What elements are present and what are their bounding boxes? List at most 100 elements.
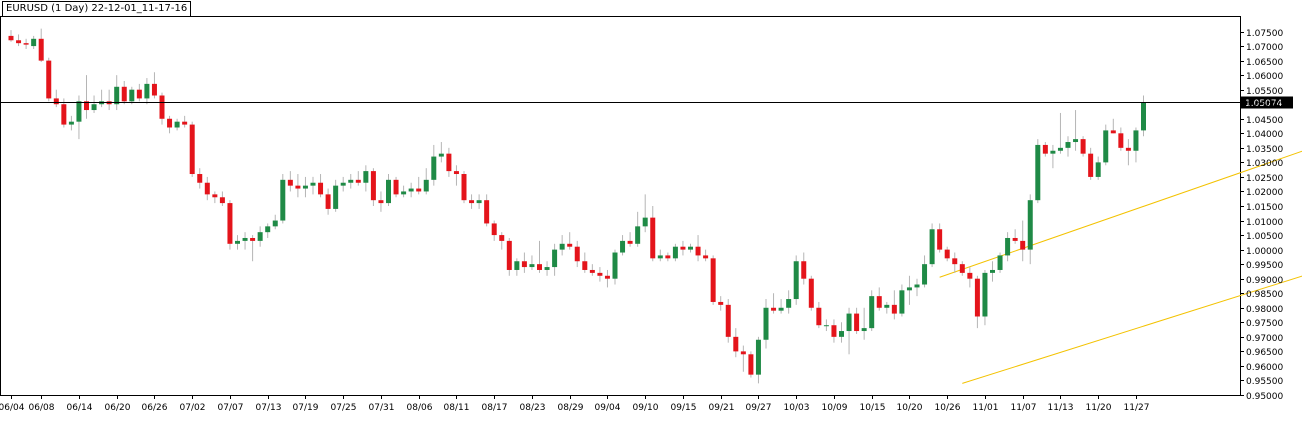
candle-body bbox=[302, 185, 308, 189]
candle-body bbox=[295, 185, 301, 189]
bull-candle bbox=[401, 185, 407, 198]
y-tick-label: 1.01500 bbox=[1246, 203, 1283, 213]
candle-body bbox=[959, 264, 965, 273]
candle-body bbox=[84, 101, 89, 111]
bull-candle bbox=[272, 214, 278, 230]
candle-body bbox=[816, 307, 822, 326]
bull-candle bbox=[1073, 110, 1079, 151]
x-tick-label: 08/06 bbox=[407, 403, 433, 413]
bear-candle bbox=[484, 194, 490, 227]
bear-candle bbox=[38, 28, 44, 63]
bear-candle bbox=[151, 72, 157, 99]
x-tick-label: 11/01 bbox=[973, 403, 999, 413]
bear-candle bbox=[952, 252, 958, 273]
bull-candle bbox=[114, 75, 120, 111]
bear-candle bbox=[1020, 220, 1026, 262]
bull-candle bbox=[333, 179, 339, 212]
x-tick-label: 07/02 bbox=[180, 403, 206, 413]
candle-body bbox=[53, 98, 59, 105]
candle-body bbox=[272, 220, 278, 227]
candle-body bbox=[537, 264, 542, 270]
bull-candle bbox=[635, 211, 641, 247]
bear-candle bbox=[393, 176, 399, 198]
y-tick-label: 1.02500 bbox=[1246, 174, 1283, 184]
candle-body bbox=[642, 217, 648, 227]
bull-candle bbox=[129, 86, 135, 105]
candle-body bbox=[68, 121, 74, 125]
bear-candle bbox=[204, 176, 210, 201]
bull-candle bbox=[861, 307, 867, 340]
bear-candle bbox=[446, 147, 452, 177]
bull-candle bbox=[174, 118, 180, 131]
candle-body bbox=[808, 278, 814, 308]
candle-body bbox=[982, 272, 988, 317]
bear-candle bbox=[416, 176, 422, 195]
candle-body bbox=[1012, 237, 1018, 241]
bull-candle bbox=[906, 275, 912, 305]
y-tick-label: 1.05000 bbox=[1246, 101, 1283, 111]
candle-body bbox=[929, 229, 935, 265]
x-tick-label: 09/21 bbox=[709, 403, 735, 413]
candle-body bbox=[922, 264, 928, 285]
bull-candle bbox=[423, 168, 429, 195]
candle-body bbox=[1118, 133, 1124, 148]
bull-candle bbox=[438, 142, 444, 163]
candle-body bbox=[869, 296, 875, 329]
y-tick-label: 0.97000 bbox=[1246, 334, 1283, 344]
candle-body bbox=[718, 301, 724, 305]
candle-body bbox=[1057, 147, 1063, 151]
bear-candle bbox=[740, 345, 746, 372]
bear-candle bbox=[53, 89, 59, 108]
candle-body bbox=[589, 269, 595, 273]
bear-candle bbox=[703, 249, 709, 262]
bull-candle bbox=[778, 299, 784, 314]
bear-candle bbox=[944, 246, 950, 262]
bull-candle bbox=[348, 174, 354, 189]
bear-candle bbox=[1125, 139, 1131, 166]
candle-body bbox=[219, 197, 225, 204]
bull-candle bbox=[144, 78, 150, 105]
candle-body bbox=[1042, 144, 1048, 154]
candle-body bbox=[280, 179, 286, 221]
bear-candle bbox=[355, 171, 361, 186]
candle-body bbox=[597, 272, 603, 276]
candle-body bbox=[740, 351, 746, 355]
y-tick-label: 0.99000 bbox=[1246, 276, 1283, 286]
candle-body bbox=[725, 304, 731, 337]
candle-body bbox=[710, 258, 716, 302]
bear-candle bbox=[182, 115, 188, 128]
bull-candle bbox=[884, 301, 890, 314]
x-tick-label: 10/03 bbox=[784, 403, 810, 413]
price-channel bbox=[939, 150, 1302, 384]
bull-candle bbox=[552, 243, 558, 276]
candle-body bbox=[1088, 153, 1094, 177]
candle-body bbox=[612, 252, 618, 279]
bear-candle bbox=[604, 269, 610, 288]
candle-body bbox=[76, 101, 82, 122]
candle-body bbox=[627, 240, 633, 244]
candle-body bbox=[499, 235, 505, 241]
bull-candle bbox=[869, 290, 875, 332]
bear-candle bbox=[967, 267, 973, 288]
candle-body bbox=[763, 307, 769, 340]
current-price-badge bbox=[1241, 96, 1293, 109]
candle-body bbox=[431, 156, 437, 180]
bear-candle bbox=[1118, 127, 1124, 151]
bull-candle bbox=[914, 278, 920, 297]
x-tick-label: 09/10 bbox=[633, 403, 659, 413]
candle-body bbox=[1050, 150, 1056, 154]
bull-candle bbox=[620, 235, 626, 256]
candle-body bbox=[680, 246, 686, 250]
bear-candle bbox=[748, 351, 754, 378]
y-tick-label: 0.95500 bbox=[1246, 377, 1283, 387]
y-tick-label: 1.03500 bbox=[1246, 145, 1283, 155]
bull-candle bbox=[929, 223, 935, 268]
bear-candle bbox=[959, 261, 965, 276]
candle-body bbox=[174, 121, 180, 128]
bear-candle bbox=[189, 121, 195, 177]
bull-candle bbox=[340, 176, 346, 192]
candle-body bbox=[401, 191, 407, 195]
bull-candle bbox=[242, 232, 248, 250]
bear-candle bbox=[567, 232, 573, 250]
